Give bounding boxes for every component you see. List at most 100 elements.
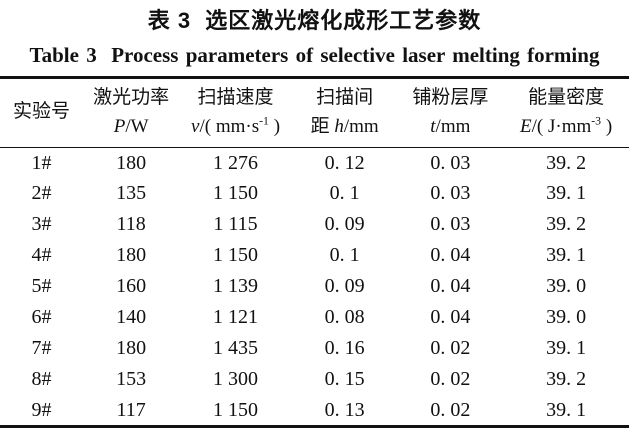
cell-hatch-spacing: 0. 08 (324, 306, 365, 329)
cell-laser-power: 135 (116, 182, 147, 205)
table-row: 4# 180 1 150 0. 1 0. 04 39. 1 (0, 240, 629, 271)
cell-energy-density: 39. 1 (546, 244, 587, 267)
header-prefix: 距 (310, 115, 335, 137)
process-parameters-table: 实验号 激光功率 P/W 扫描速度 v/( mm·s-1 ) 扫描间 距 h/m… (0, 75, 629, 428)
header-energy-density: 能量密度 E/( J·mm-3 ) (503, 77, 629, 148)
cell-scan-speed: 1 115 (213, 213, 258, 236)
cell-laser-power: 118 (116, 213, 146, 236)
header-line1: 能量密度 (528, 87, 605, 109)
cell-experiment-no: 9# (31, 398, 52, 421)
cell-hatch-spacing: 0. 15 (324, 368, 365, 391)
cell-energy-density: 39. 2 (546, 213, 587, 236)
cell-experiment-no: 2# (31, 182, 52, 205)
cell-laser-power: 180 (116, 244, 147, 267)
cell-layer-thickness: 0. 04 (430, 244, 471, 267)
cell-scan-speed: 1 121 (213, 306, 259, 329)
table-row: 8# 153 1 300 0. 15 0. 02 39. 2 (0, 364, 629, 395)
table-caption-zh: 表 3 选区激光熔化成形工艺参数 (147, 8, 482, 33)
cell-hatch-spacing: 0. 1 (329, 182, 360, 205)
cell-energy-density: 39. 1 (546, 337, 587, 360)
cell-layer-thickness: 0. 03 (430, 213, 471, 236)
header-symbol: v (191, 115, 200, 137)
cell-scan-speed: 1 150 (213, 244, 259, 267)
header-line2: t/mm (398, 113, 504, 141)
cell-hatch-spacing: 0. 12 (324, 151, 365, 174)
table-row: 1# 180 1 276 0. 12 0. 03 39. 2 (0, 147, 629, 178)
header-line1: 实验号 (13, 101, 71, 123)
cell-laser-power: 160 (116, 275, 147, 298)
cell-layer-thickness: 0. 03 (430, 151, 471, 174)
cell-energy-density: 39. 0 (546, 306, 587, 329)
cell-experiment-no: 1# (31, 151, 52, 174)
table-caption-en: Table 3 Process parameters of selective … (29, 42, 600, 67)
cell-hatch-spacing: 0. 1 (329, 244, 360, 267)
table-row: 2# 135 1 150 0. 1 0. 03 39. 1 (0, 178, 629, 209)
cell-scan-speed: 1 150 (213, 398, 259, 421)
header-layer-thickness: 铺粉层厚 t/mm (397, 77, 504, 148)
header-symbol: h (334, 115, 344, 137)
cell-layer-thickness: 0. 03 (430, 182, 471, 205)
header-scan-speed: 扫描速度 v/( mm·s-1 ) (179, 77, 292, 148)
cell-experiment-no: 5# (31, 275, 52, 298)
header-unit: /( mm·s (199, 115, 260, 137)
cell-hatch-spacing: 0. 09 (324, 213, 365, 236)
cell-scan-speed: 1 150 (213, 182, 259, 205)
header-line2: P/W (83, 113, 179, 141)
table-row: 5# 160 1 139 0. 09 0. 04 39. 0 (0, 271, 629, 302)
cell-scan-speed: 1 139 (213, 275, 259, 298)
cell-experiment-no: 3# (31, 213, 52, 236)
cell-hatch-spacing: 0. 13 (324, 398, 365, 421)
header-line1: 铺粉层厚 (412, 87, 489, 109)
header-laser-power: 激光功率 P/W (83, 77, 180, 148)
cell-experiment-no: 4# (31, 244, 52, 267)
cell-energy-density: 39. 1 (546, 398, 587, 421)
header-unit: /( J·mm (531, 115, 592, 137)
header-hatch-spacing: 扫描间 距 h/mm (291, 77, 398, 148)
header-symbol: E (520, 115, 532, 137)
cell-scan-speed: 1 300 (213, 368, 259, 391)
cell-energy-density: 39. 2 (546, 151, 587, 174)
header-line2: E/( J·mm-3 ) (503, 113, 629, 141)
cell-experiment-no: 7# (31, 337, 52, 360)
header-unit-close: ) (268, 115, 281, 137)
table-row: 6# 140 1 121 0. 08 0. 04 39. 0 (0, 302, 629, 333)
cell-hatch-spacing: 0. 16 (324, 337, 365, 360)
cell-laser-power: 140 (116, 306, 147, 329)
cell-experiment-no: 6# (31, 306, 52, 329)
table-row: 3# 118 1 115 0. 09 0. 03 39. 2 (0, 209, 629, 240)
cell-layer-thickness: 0. 02 (430, 337, 471, 360)
cell-hatch-spacing: 0. 09 (324, 275, 365, 298)
header-unit-close: ) (601, 115, 613, 137)
header-unit: /W (125, 115, 149, 137)
cell-energy-density: 39. 2 (546, 368, 587, 391)
cell-layer-thickness: 0. 04 (430, 306, 471, 329)
header-line1: 扫描速度 (197, 87, 274, 109)
cell-experiment-no: 8# (31, 368, 52, 391)
cell-laser-power: 153 (116, 368, 147, 391)
cell-energy-density: 39. 0 (546, 275, 587, 298)
header-symbol: t (430, 115, 436, 137)
cell-layer-thickness: 0. 02 (430, 398, 471, 421)
cell-layer-thickness: 0. 02 (430, 368, 471, 391)
header-row: 实验号 激光功率 P/W 扫描速度 v/( mm·s-1 ) 扫描间 距 h/m… (0, 77, 629, 148)
header-unit-exponent: -3 (591, 114, 602, 128)
table-body: 1# 180 1 276 0. 12 0. 03 39. 2 2# 135 1 150 0. 1 0… (0, 147, 629, 426)
header-unit-exponent: -1 (259, 114, 269, 128)
header-unit: /mm (435, 115, 471, 137)
cell-laser-power: 180 (116, 151, 147, 174)
cell-laser-power: 117 (116, 398, 146, 421)
header-line1: 激光功率 (93, 87, 170, 109)
header-line2: 距 h/mm (292, 113, 398, 141)
header-experiment-no: 实验号 (0, 77, 84, 148)
cell-laser-power: 180 (116, 337, 147, 360)
cell-layer-thickness: 0. 04 (430, 275, 471, 298)
cell-scan-speed: 1 276 (213, 151, 259, 174)
table-row: 9# 117 1 150 0. 13 0. 02 39. 1 (0, 395, 629, 426)
header-unit: /mm (343, 115, 379, 137)
header-line1: 扫描间 (316, 87, 374, 109)
header-symbol: P (113, 115, 126, 137)
cell-energy-density: 39. 1 (546, 182, 587, 205)
cell-scan-speed: 1 435 (213, 337, 259, 360)
table-row: 7# 180 1 435 0. 16 0. 02 39. 1 (0, 333, 629, 364)
